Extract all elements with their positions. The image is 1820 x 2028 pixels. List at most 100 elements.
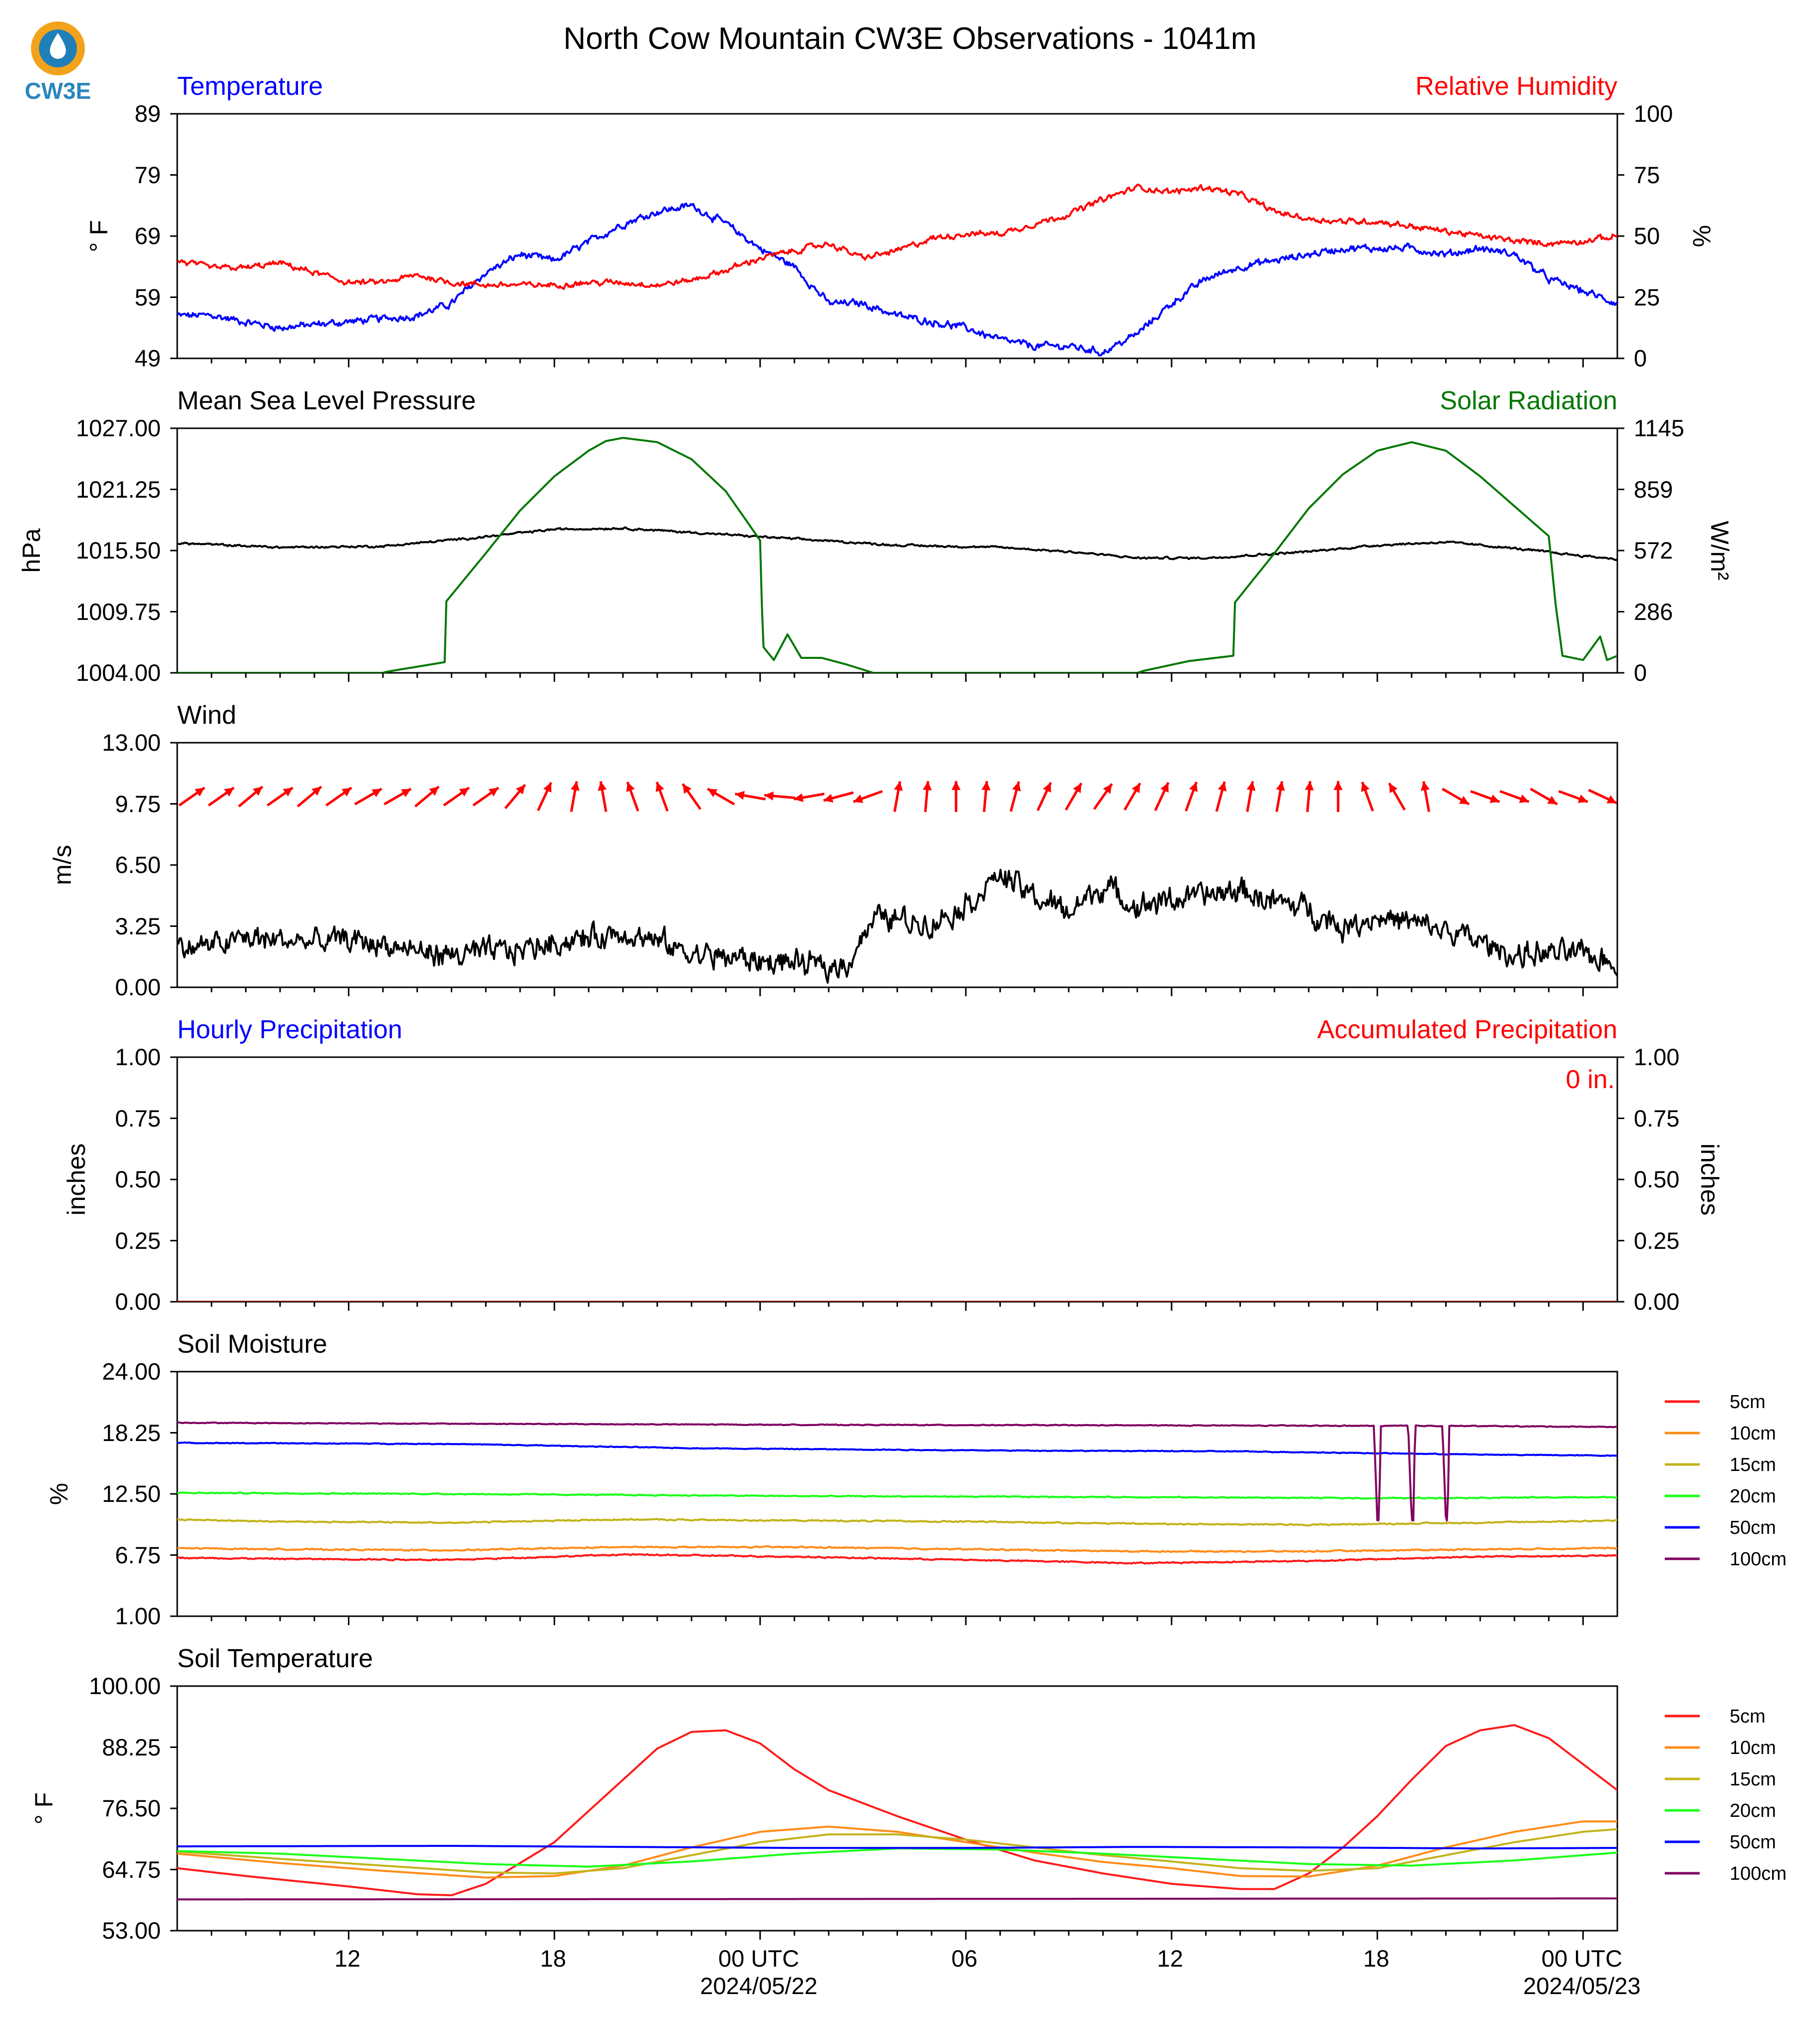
y-tick-label: 1009.75 [76, 598, 161, 625]
series-line-15cm [177, 1828, 1617, 1875]
wind-arrow-icon [1185, 781, 1198, 812]
y2-tick-label: 1145 [1634, 415, 1684, 441]
y-tick-label: 49 [135, 345, 161, 371]
wind-arrow-icon [1154, 782, 1170, 811]
y2-tick-label: 572 [1634, 537, 1673, 564]
y2-tick-label: 1.00 [1634, 1044, 1679, 1070]
y-axis-label: m/s [48, 845, 76, 885]
legend-label: 20cm [1730, 1800, 1776, 1821]
y-tick-label: 0.00 [115, 1288, 161, 1315]
y-tick-label: 59 [135, 284, 161, 310]
panel-precipitation: Hourly Precipitation Accumulated Precipi… [62, 1015, 1724, 1315]
wind-arrow-icon [1333, 781, 1343, 812]
y-tick-label: 1.00 [115, 1603, 161, 1629]
wind-arrow-icon [1588, 789, 1617, 805]
wind-arrow-icon [504, 784, 526, 810]
wind-arrow-icon [1246, 781, 1256, 812]
y-tick-label: 1027.00 [76, 415, 161, 441]
wind-arrow-icon [1275, 781, 1285, 812]
panel-soil-temperature: Soil Temperature 100.00 88.25 76.50 64.7… [30, 1644, 1787, 1944]
wind-arrow-icon [922, 781, 932, 812]
series-line-15cm [177, 1517, 1617, 1527]
legend-label: 15cm [1730, 1454, 1776, 1475]
wind-arrow-icon [793, 792, 825, 802]
y-tick-label: 89 [135, 100, 161, 127]
wind-arrow-icon [893, 781, 903, 812]
y-tick-label: 0.00 [115, 974, 161, 1000]
legend-label: 10cm [1730, 1738, 1776, 1758]
wind-arrow-icon [472, 786, 500, 807]
y2-axis-label: W/m² [1706, 521, 1734, 580]
panel-title-right: Solar Radiation [1440, 386, 1617, 415]
wind-arrow-icon [238, 785, 264, 808]
legend-label: 50cm [1730, 1832, 1776, 1853]
panel-title-left: Soil Moisture [177, 1330, 327, 1359]
y-tick-label: 24.00 [102, 1358, 161, 1385]
legend-label: 100cm [1730, 1549, 1787, 1570]
wind-arrow-icon [267, 786, 294, 807]
series-line-5cm [177, 1553, 1617, 1565]
series-line-temperature [177, 202, 1617, 357]
y-tick-label: 69 [135, 223, 161, 249]
y2-axis-label: % [1688, 225, 1716, 247]
series-line-100cm [177, 1897, 1617, 1901]
wind-arrow-icon [537, 782, 553, 811]
wind-arrow-icon [853, 790, 883, 803]
series-line-wind-speed [177, 869, 1617, 984]
y2-tick-label: 0 [1634, 659, 1647, 686]
wind-arrow-icon [1558, 790, 1588, 803]
series-line-relative-humidity [177, 183, 1617, 290]
y-tick-label: 6.75 [115, 1542, 161, 1568]
y2-tick-label: 50 [1634, 223, 1660, 249]
y-tick-label: 0.50 [115, 1166, 161, 1192]
y-tick-label: 1004.00 [76, 659, 161, 686]
series-line-solar-radiation [177, 437, 1617, 673]
wind-arrow-icon [1499, 790, 1529, 803]
panel-temperature-rh: Temperature Relative Humidity 89 79 69 5… [85, 72, 1716, 371]
y-tick-label: 0.25 [115, 1227, 161, 1254]
wind-arrow-icon [823, 791, 854, 803]
y-tick-label: 6.50 [115, 852, 161, 878]
cw3e-logo: CW3E [25, 21, 91, 104]
y2-tick-label: 0 [1634, 345, 1647, 371]
x-tick-label: 00 UTC [718, 1945, 799, 1972]
wind-arrow-icon [1009, 781, 1021, 812]
y-tick-label: 100.00 [89, 1673, 161, 1699]
wind-arrow-icon [1123, 782, 1142, 811]
wind-arrow-icon [570, 781, 580, 812]
time-axis: 12 18 00 UTC 06 12 18 00 UTC 2024/05/22 … [334, 1945, 1641, 1999]
legend-label: 5cm [1730, 1706, 1766, 1727]
y-tick-label: 76.50 [102, 1795, 161, 1821]
wind-arrow-icon [178, 786, 206, 807]
legend: 5cm 10cm 15cm 20cm 50cm 100cm [1665, 1706, 1787, 1884]
y-tick-label: 79 [135, 162, 161, 188]
series-line-5cm [177, 1724, 1617, 1897]
y-axis-label: ° F [85, 220, 113, 252]
legend: 5cm 10cm 15cm 20cm 50cm 100cm [1665, 1392, 1787, 1570]
wind-arrow-icon [354, 788, 382, 806]
series-group [177, 1421, 1617, 1565]
wind-arrow-icon [443, 786, 470, 807]
wind-arrow-icon [764, 791, 796, 801]
y2-axis-label: inches [1696, 1144, 1724, 1216]
series-group [177, 183, 1617, 357]
legend-label: 20cm [1730, 1486, 1776, 1507]
series-line-10cm [177, 1545, 1617, 1553]
x-tick-label: 18 [540, 1945, 566, 1972]
y-tick-label: 53.00 [102, 1917, 161, 1944]
panel-title-left: Soil Temperature [177, 1644, 373, 1673]
x-date-label: 2024/05/23 [1523, 1973, 1640, 1999]
y-tick-label: 9.75 [115, 791, 161, 817]
wind-arrow-icon [297, 785, 322, 808]
y2-tick-label: 100 [1634, 100, 1673, 127]
panel-pressure-solar: Mean Sea Level Pressure Solar Radiation … [17, 386, 1734, 686]
wind-arrow-icon [681, 783, 702, 810]
y-tick-label: 1015.50 [76, 537, 161, 564]
logo-text: CW3E [25, 78, 91, 104]
y-axis-label: ° F [30, 1792, 58, 1824]
y-axis-label: inches [62, 1144, 90, 1216]
wind-arrow-icon [1093, 783, 1113, 810]
wind-arrow-icon [208, 786, 235, 807]
legend-label: 100cm [1730, 1863, 1787, 1884]
wind-arrow-icon [1036, 782, 1052, 811]
